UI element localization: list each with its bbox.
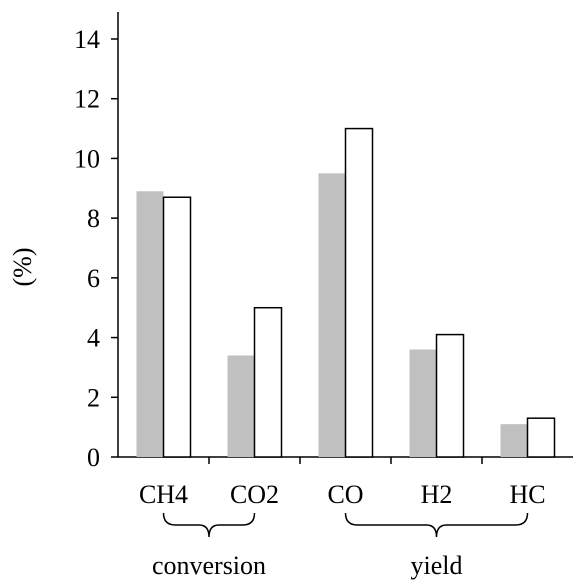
bar-co-series-1 bbox=[318, 173, 346, 457]
bar-h2-series-1 bbox=[409, 349, 437, 457]
x-tick-label: HC bbox=[509, 480, 545, 509]
group-label-conversion: conversion bbox=[152, 551, 266, 580]
x-tick-label: H2 bbox=[421, 480, 453, 509]
axes bbox=[111, 12, 573, 538]
y-tick-label: 8 bbox=[87, 204, 100, 233]
bar-co2-series-1 bbox=[227, 355, 255, 457]
bar-hc-series-2 bbox=[526, 417, 556, 458]
y-tick-label: 6 bbox=[87, 264, 100, 293]
x-tick-label: CH4 bbox=[139, 480, 188, 509]
bar-co-series-2 bbox=[344, 127, 374, 458]
y-tick-label: 14 bbox=[74, 25, 100, 54]
group-bracket-conversion bbox=[162, 512, 256, 538]
bar-hc-series-1 bbox=[500, 424, 528, 457]
y-axis-label: (%) bbox=[8, 248, 37, 287]
y-tick-label: 0 bbox=[87, 443, 100, 472]
bar-h2-series-2 bbox=[435, 333, 465, 458]
labels: 0 2 4 6 8 10 12 14 (%) CH4 CO2 CO H2 HC conversion yiel… bbox=[8, 25, 546, 580]
y-tick-label: 10 bbox=[74, 144, 100, 173]
group-bracket-yield bbox=[344, 512, 529, 538]
group-label-yield: yield bbox=[411, 551, 463, 580]
x-tick-label: CO2 bbox=[230, 480, 279, 509]
y-tick-label: 4 bbox=[87, 324, 100, 353]
y-tick-label: 12 bbox=[74, 85, 100, 114]
y-tick-label: 2 bbox=[87, 383, 100, 412]
bar-ch4-series-1 bbox=[136, 191, 164, 457]
bar-co2-series-2 bbox=[253, 306, 283, 458]
bar-ch4-series-2 bbox=[162, 196, 192, 458]
bars bbox=[136, 127, 556, 458]
x-tick-label: CO bbox=[327, 480, 363, 509]
